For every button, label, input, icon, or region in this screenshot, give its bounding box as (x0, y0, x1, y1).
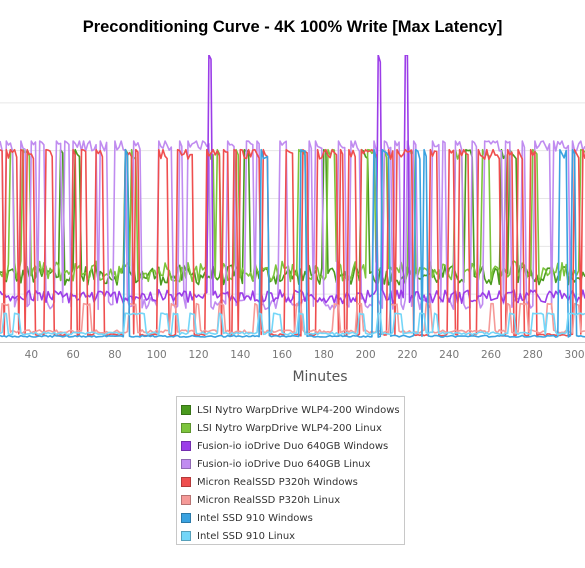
legend-item[interactable]: LSI Nytro WarpDrive WLP4-200 Linux (181, 419, 404, 437)
legend-item[interactable]: Fusion-io ioDrive Duo 640GB Linux (181, 455, 404, 473)
legend-swatch (181, 531, 191, 541)
legend-label: Intel SSD 910 Linux (197, 530, 296, 542)
x-tick-label: 240 (439, 349, 459, 361)
chart-title: Preconditioning Curve - 4K 100% Write [M… (82, 18, 503, 36)
legend-swatch (181, 423, 191, 433)
legend-label: LSI Nytro WarpDrive WLP4-200 Linux (197, 422, 382, 434)
legend-label: Micron RealSSD P320h Linux (197, 494, 341, 506)
x-axis-label: Minutes (292, 369, 348, 385)
legend-swatch (181, 513, 191, 523)
series-line (0, 148, 585, 338)
legend-item[interactable]: LSI Nytro WarpDrive WLP4-200 Windows (181, 401, 404, 419)
legend-swatch (181, 405, 191, 415)
legend-item[interactable]: Micron RealSSD P320h Windows (181, 473, 404, 491)
legend-label: Intel SSD 910 Windows (197, 512, 313, 524)
x-tick-label: 200 (356, 349, 376, 361)
chart-plot: 40 60 80 100 120 140 160 180 200 220 240 260 280 300 (0, 55, 585, 361)
legend-swatch (181, 441, 191, 451)
x-tick-label: 140 (230, 349, 250, 361)
legend-item[interactable]: Fusion-io ioDrive Duo 640GB Windows (181, 437, 404, 455)
legend-label: Fusion-io ioDrive Duo 640GB Linux (197, 458, 371, 470)
series-line (0, 55, 585, 305)
x-tick-label: 180 (314, 349, 334, 361)
x-tick-label: 80 (108, 349, 121, 361)
x-tick-label: 60 (66, 349, 79, 361)
series-line (0, 140, 585, 311)
x-tick-label: 120 (188, 349, 208, 361)
legend-label: Fusion-io ioDrive Duo 640GB Windows (197, 440, 389, 452)
x-tick-label: 300 (565, 349, 585, 361)
x-tick-label: 280 (523, 349, 543, 361)
legend-label: LSI Nytro WarpDrive WLP4-200 Windows (197, 404, 400, 416)
legend-swatch (181, 477, 191, 487)
legend-item[interactable]: Intel SSD 910 Linux (181, 527, 404, 545)
x-tick-label: 100 (147, 349, 167, 361)
chart-legend: LSI Nytro WarpDrive WLP4-200 Windows LSI … (176, 396, 405, 545)
legend-swatch (181, 495, 191, 505)
series-line (0, 148, 585, 337)
legend-label: Micron RealSSD P320h Windows (197, 476, 358, 488)
x-tick-label: 40 (25, 349, 38, 361)
x-tick-label: 220 (397, 349, 417, 361)
x-tick-label: 160 (272, 349, 292, 361)
legend-swatch (181, 459, 191, 469)
series-line (0, 312, 585, 336)
legend-item[interactable]: Intel SSD 910 Windows (181, 509, 404, 527)
x-tick-label: 260 (481, 349, 501, 361)
legend-item[interactable]: Micron RealSSD P320h Linux (181, 491, 404, 509)
